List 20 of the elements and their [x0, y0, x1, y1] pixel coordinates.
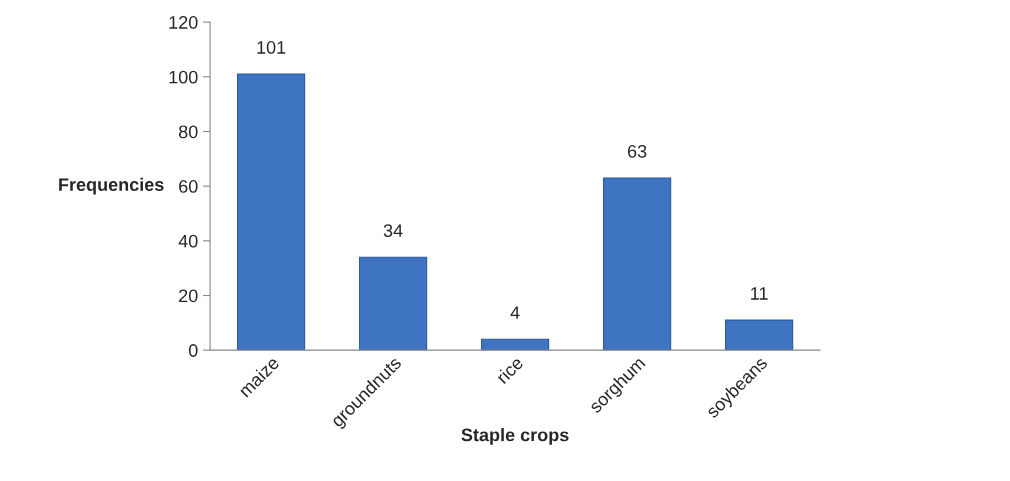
y-tick-label: 60	[179, 180, 198, 193]
y-tick-label: 80	[178, 125, 198, 139]
data-label: 101	[257, 41, 286, 54]
bar	[358, 256, 428, 351]
y-axis-title: Frequencies	[59, 177, 164, 195]
data-label: 63	[627, 144, 647, 158]
bar	[236, 73, 306, 351]
y-tick-label: 40	[178, 234, 198, 248]
data-label: 34	[383, 224, 403, 237]
bar	[603, 177, 672, 351]
y-tick-label: 20	[179, 289, 198, 303]
data-label: 4	[510, 306, 520, 319]
x-tick-label: rice	[495, 355, 524, 385]
y-tick-label: 120	[169, 16, 198, 29]
y-tick-label: 100	[169, 70, 198, 84]
bar	[725, 319, 794, 351]
y-tick-label: 0	[188, 344, 198, 357]
bar	[480, 338, 550, 351]
data-label: 11	[751, 287, 768, 300]
x-axis-title: Staple crops	[461, 428, 569, 445]
